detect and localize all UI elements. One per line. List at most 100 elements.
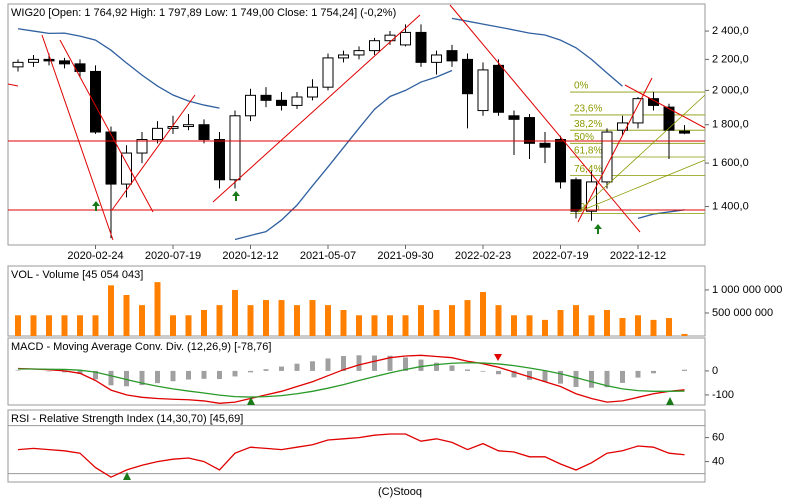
- buy-signal: [92, 201, 100, 211]
- y-tick-label: -100: [712, 389, 734, 401]
- fib-label: 38,2%: [574, 119, 602, 130]
- buy-signal: [232, 191, 240, 201]
- histogram-bar: [480, 370, 486, 372]
- volume-bar: [340, 309, 347, 336]
- rsi-line: [17, 433, 685, 478]
- histogram-bar: [542, 370, 548, 382]
- volume-bar: [387, 315, 393, 336]
- buy-signal: [247, 397, 255, 405]
- fib-label: 50%: [574, 132, 594, 143]
- volume-bar: [309, 300, 316, 336]
- volume-bar: [557, 309, 564, 336]
- candle-body: [291, 96, 303, 106]
- buy-signal: [594, 224, 602, 234]
- x-tick-label: 2021-09-30: [377, 250, 433, 262]
- candle-body: [648, 98, 659, 106]
- y-tick-label: 40: [712, 456, 724, 468]
- histogram-bar: [682, 369, 687, 371]
- x-tick-label: 2020-12-12: [222, 250, 278, 262]
- volume-bar: [449, 305, 455, 336]
- moving-average: [17, 17, 623, 109]
- volume-bar: [263, 300, 269, 336]
- histogram-bar: [139, 370, 145, 386]
- histogram-bar: [62, 370, 67, 373]
- panel-content: 40 60 RSI - Relative Strength Index (14,30…: [8, 413, 724, 478]
- x-tick-label: 2020-07-19: [145, 250, 201, 262]
- candle-body: [183, 124, 194, 128]
- volume-bar: [588, 315, 595, 336]
- volume-bar: [604, 309, 610, 336]
- volume-bar: [573, 305, 579, 336]
- volume-bar: [278, 300, 285, 336]
- candle-body: [493, 64, 504, 113]
- x-tick-label: 2022-02-23: [455, 250, 511, 262]
- candle-body: [214, 139, 225, 181]
- y-tick-label: 1 400,0: [712, 200, 749, 212]
- candle-body: [508, 115, 520, 120]
- histogram-bar: [573, 370, 579, 387]
- volume-bar: [371, 315, 378, 336]
- histogram-bar: [217, 370, 222, 380]
- histogram-bar: [310, 361, 315, 371]
- y-tick-label: 2 400,0: [712, 25, 749, 37]
- volume-bar: [511, 315, 517, 336]
- histogram-bar: [294, 363, 300, 371]
- panel-content: 500 000 000 1 000 000 000 VOL - Volume [45…: [11, 269, 782, 336]
- x-tick-label: 2021-05-07: [300, 250, 356, 262]
- candle-body: [198, 124, 210, 141]
- trend-line: [624, 84, 706, 129]
- fib-label: 0%: [574, 81, 589, 92]
- volume-bar: [433, 309, 440, 336]
- trend-line: [111, 94, 196, 211]
- volume-bar: [232, 289, 238, 336]
- candle-body: [105, 131, 117, 185]
- candle-body: [276, 99, 287, 106]
- volume-bar: [418, 305, 424, 336]
- histogram-bar: [604, 370, 610, 388]
- candle-body: [28, 58, 39, 63]
- histogram-bar: [449, 365, 455, 371]
- panel-title: RSI - Relative Strength Index (14,30,70)…: [11, 413, 243, 425]
- volume-bar: [15, 315, 21, 336]
- footer: (C)Stooq: [378, 486, 422, 498]
- panel-title: WIG20 [Open: 1 764,92 High: 1 797,89 Low…: [11, 7, 396, 19]
- fib-fan: [577, 159, 706, 213]
- histogram-bar: [124, 370, 129, 387]
- candle-body: [446, 50, 458, 62]
- histogram-bar: [170, 370, 176, 382]
- macd-line: [18, 362, 685, 398]
- volume-bar: [46, 315, 52, 336]
- trend-line: [449, 4, 641, 233]
- volume-bar: [247, 305, 254, 336]
- histogram-bar: [403, 357, 408, 371]
- volume-bar: [185, 315, 192, 336]
- histogram-bar: [527, 370, 532, 380]
- volume-bar: [666, 318, 672, 336]
- x-tick-label: 2020-02-24: [67, 250, 123, 262]
- candle-body: [539, 142, 551, 148]
- panel: [7, 409, 706, 483]
- volume-bar: [635, 315, 641, 336]
- volume-bar: [92, 315, 99, 336]
- volume-bar: [170, 315, 176, 336]
- sell-signal: [494, 354, 502, 361]
- candle-body: [477, 69, 489, 112]
- trend-line: [41, 34, 114, 241]
- candle-body: [384, 34, 396, 42]
- volume-bar: [139, 305, 145, 336]
- candle-body: [136, 139, 148, 154]
- volume-bar: [480, 292, 486, 336]
- histogram-bar: [263, 369, 269, 371]
- panel-title: VOL - Volume [45 054 043]: [11, 269, 143, 281]
- y-tick-label: 1 000 000 000: [712, 284, 782, 296]
- candle-body: [260, 94, 272, 101]
- candle-body: [431, 54, 442, 63]
- candle-body: [400, 31, 411, 46]
- candle-body: [570, 179, 582, 212]
- histogram-bar: [558, 370, 563, 384]
- candle-body: [353, 50, 365, 56]
- histogram-bar: [248, 370, 253, 373]
- histogram-bar: [77, 370, 83, 375]
- annotations: [7, 4, 706, 480]
- volume-bar: [681, 333, 688, 336]
